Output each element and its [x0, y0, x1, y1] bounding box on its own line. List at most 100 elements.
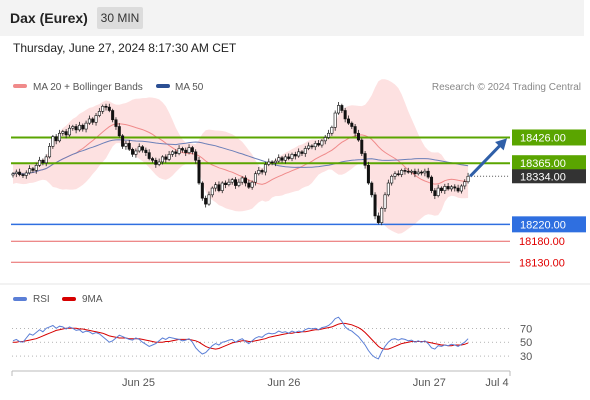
candle-body	[180, 148, 184, 151]
candle-body	[353, 126, 357, 134]
candle-body	[396, 173, 400, 176]
candle-body	[224, 182, 228, 186]
rsi-line	[12, 316, 469, 360]
candle-body	[403, 170, 407, 172]
candle-body	[413, 170, 417, 175]
candle-body	[21, 174, 25, 176]
x-tick-label-3: Jul 4	[485, 377, 508, 389]
candle-body	[373, 194, 377, 217]
candle-body	[310, 145, 314, 148]
candle-body	[240, 177, 244, 183]
candle-body	[340, 105, 344, 111]
candle-body	[433, 190, 437, 196]
candle-body	[71, 126, 75, 129]
candle-body	[210, 187, 214, 196]
candle-body	[453, 186, 457, 189]
candle-body	[390, 175, 394, 184]
legend-swatch-ma50	[156, 84, 170, 88]
candle-body	[101, 105, 105, 112]
candle-body	[41, 159, 45, 164]
candle-body	[107, 106, 111, 111]
candle-body	[363, 153, 367, 166]
candle-body	[317, 143, 321, 146]
legend-swatch-ma20	[13, 84, 27, 88]
candle-body	[204, 197, 208, 205]
candle-body	[320, 140, 324, 146]
candle-body	[386, 182, 390, 196]
candle-body	[24, 172, 28, 176]
candle-body	[300, 151, 304, 154]
legend-label-9ma: 9MA	[82, 294, 103, 305]
level-pivot-3-tag	[512, 216, 586, 233]
candle-body	[117, 126, 121, 137]
rsi-tick-label-50: 50	[520, 337, 532, 349]
x-tick-label-0: Jun 25	[122, 377, 155, 389]
candle-body	[227, 181, 231, 186]
candle-body	[184, 149, 188, 153]
candle-body	[51, 136, 55, 147]
candle-body	[237, 181, 241, 186]
rsi-tick-label-70: 70	[520, 323, 532, 335]
legend-label-rsi: RSI	[33, 294, 50, 305]
interval-button[interactable]: 30 MIN	[97, 7, 143, 29]
candle-body	[207, 194, 211, 205]
candle-body	[303, 148, 307, 154]
forecast-arrow-shaft	[469, 141, 505, 178]
legend-swatch-9ma	[62, 297, 76, 301]
candle-body	[263, 164, 267, 173]
candle-body	[423, 170, 427, 174]
candle-body	[144, 149, 148, 153]
candle-body	[14, 171, 18, 175]
rsi-legend: RSI 9MA	[13, 294, 103, 305]
candle-body	[456, 187, 460, 192]
candle-body	[406, 170, 410, 173]
candle-body	[297, 151, 301, 157]
candle-body	[141, 146, 145, 151]
candle-body	[293, 154, 297, 157]
candle-body	[273, 160, 277, 164]
candle-body	[151, 158, 155, 161]
candle-body	[323, 137, 327, 142]
candle-body	[436, 187, 440, 196]
candle-body	[157, 161, 161, 165]
legend-swatch-rsi	[13, 297, 27, 301]
candle-body	[277, 157, 281, 162]
instrument-title: Dax (Eurex)	[10, 10, 88, 26]
candle-body	[250, 181, 254, 188]
candle-body	[426, 170, 430, 178]
candle-body	[11, 173, 15, 176]
candle-body	[44, 156, 48, 164]
candle-body	[61, 131, 65, 134]
candle-body	[307, 145, 311, 149]
candle-body	[124, 143, 128, 147]
candle-body	[187, 147, 191, 153]
candle-body	[131, 148, 135, 155]
candle-body	[327, 132, 331, 138]
level-pivot-3-label: 18220.00	[520, 219, 566, 231]
candle-body	[177, 148, 181, 154]
candle-body	[420, 171, 424, 174]
candle-body	[18, 171, 22, 175]
candle-body	[337, 105, 341, 114]
legend-label-ma20: MA 20 + Bollinger Bands	[33, 82, 143, 93]
candle-body	[214, 184, 218, 189]
candle-body	[410, 170, 414, 173]
candle-body	[376, 215, 380, 223]
candle-body	[257, 170, 261, 175]
candle-body	[439, 187, 443, 191]
candle-body	[77, 124, 81, 131]
level-last-2-label: 18334.00	[520, 171, 566, 183]
candle-body	[400, 170, 404, 175]
candle-body	[104, 105, 108, 108]
candle-body	[54, 136, 58, 142]
candle-body	[28, 168, 32, 174]
candle-body	[459, 185, 463, 192]
ma50-line	[12, 139, 469, 175]
candle-body	[383, 194, 387, 209]
candle-body	[220, 182, 224, 191]
candle-body	[91, 118, 95, 123]
candle-body	[81, 124, 85, 130]
candle-body	[154, 159, 158, 165]
candle-body	[197, 159, 201, 184]
